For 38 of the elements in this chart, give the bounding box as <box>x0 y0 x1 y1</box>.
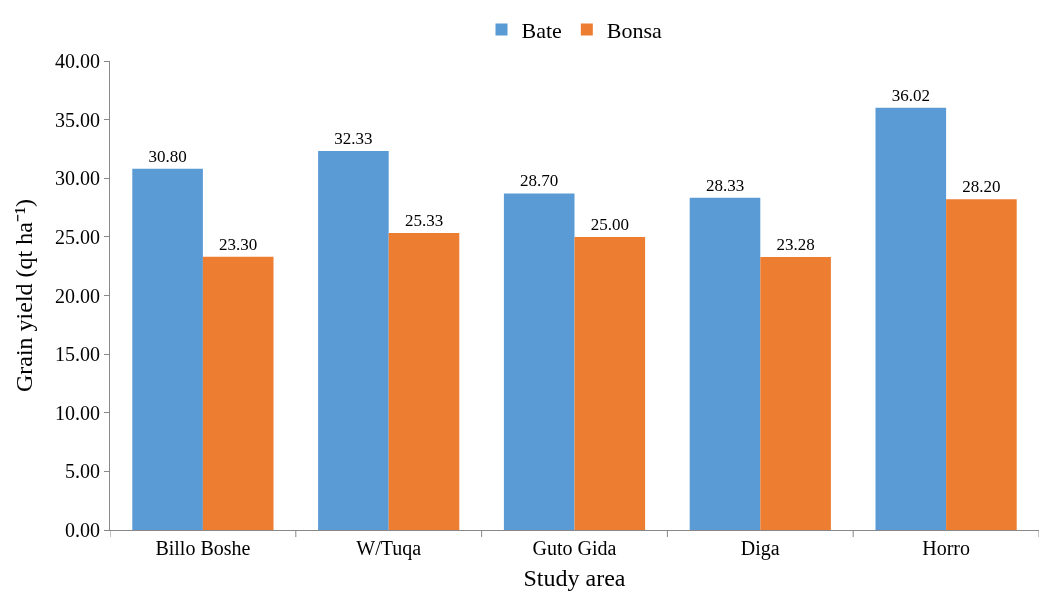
data-label: 25.33 <box>404 211 444 231</box>
bar <box>689 197 761 530</box>
bar <box>202 256 274 530</box>
data-label: 28.70 <box>520 171 559 191</box>
y-tick-label: 25.00 <box>55 225 100 248</box>
y-tick-label: 0.00 <box>65 519 100 541</box>
data-label: 23.28 <box>776 235 815 255</box>
data-label: 28.33 <box>705 175 745 195</box>
x-tick-label: Billo Boshe <box>155 537 251 559</box>
y-tick-label: 20.00 <box>55 284 100 307</box>
data-label: 25.00 <box>590 214 629 234</box>
x-tick-label: W/Tuqa <box>356 537 422 560</box>
bar <box>760 257 831 530</box>
data-label: 28.20 <box>962 177 1001 197</box>
y-tick-label: 10.00 <box>55 401 100 424</box>
legend-label: Bonsa <box>606 17 663 43</box>
y-tick-label: 40.00 <box>55 50 100 72</box>
x-tick-label: Diga <box>740 537 780 560</box>
bar <box>574 236 646 530</box>
bar <box>875 107 947 530</box>
x-tick-label: Horro <box>922 537 970 559</box>
y-tick-label: 15.00 <box>55 343 100 366</box>
bar <box>503 193 575 530</box>
y-axis-title: Grain yield (qt ha⁻¹) <box>11 198 38 393</box>
x-tick-label: Guto Gida <box>532 537 617 559</box>
y-tick-label: 5.00 <box>65 460 100 483</box>
bar <box>946 199 1017 530</box>
y-tick-label: 30.00 <box>55 167 100 190</box>
bar <box>388 233 460 530</box>
data-label: 30.80 <box>148 146 187 166</box>
data-label: 36.02 <box>891 85 930 105</box>
x-axis-title: Study area <box>523 565 626 592</box>
data-label: 23.30 <box>219 234 258 254</box>
bar <box>132 168 203 530</box>
y-tick-label: 35.00 <box>55 108 100 131</box>
data-label: 32.33 <box>334 128 373 148</box>
bar <box>318 150 389 530</box>
legend-label: Bate <box>521 17 562 43</box>
